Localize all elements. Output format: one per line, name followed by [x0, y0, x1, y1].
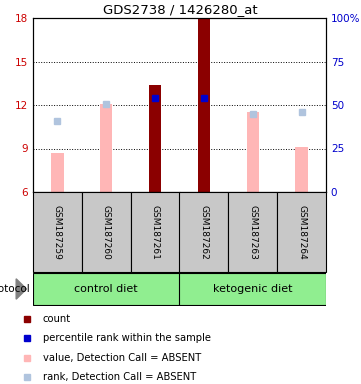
- Bar: [33, 273, 179, 305]
- Polygon shape: [16, 279, 26, 299]
- Text: GSM187259: GSM187259: [53, 205, 62, 260]
- Text: percentile rank within the sample: percentile rank within the sample: [43, 333, 210, 343]
- Text: protocol: protocol: [0, 284, 29, 294]
- Text: GSM187261: GSM187261: [151, 205, 160, 260]
- Bar: [33, 192, 82, 272]
- Bar: [179, 273, 326, 305]
- Bar: [82, 192, 131, 272]
- Bar: [277, 192, 326, 272]
- Bar: [179, 192, 229, 272]
- Bar: [247, 112, 259, 192]
- Bar: [131, 192, 179, 272]
- Bar: [229, 192, 277, 272]
- Text: rank, Detection Call = ABSENT: rank, Detection Call = ABSENT: [43, 372, 196, 382]
- Text: GSM187262: GSM187262: [199, 205, 208, 259]
- Text: GDS2738 / 1426280_at: GDS2738 / 1426280_at: [103, 3, 258, 16]
- Text: count: count: [43, 314, 71, 324]
- Text: GSM187260: GSM187260: [102, 205, 111, 260]
- Bar: [100, 104, 112, 192]
- Bar: [51, 153, 64, 192]
- Text: GSM187263: GSM187263: [248, 205, 257, 260]
- Bar: [296, 147, 308, 192]
- Text: GSM187264: GSM187264: [297, 205, 306, 259]
- Bar: [198, 18, 210, 192]
- Text: value, Detection Call = ABSENT: value, Detection Call = ABSENT: [43, 353, 201, 362]
- Bar: [149, 85, 161, 192]
- Text: ketogenic diet: ketogenic diet: [213, 284, 292, 294]
- Text: control diet: control diet: [74, 284, 138, 294]
